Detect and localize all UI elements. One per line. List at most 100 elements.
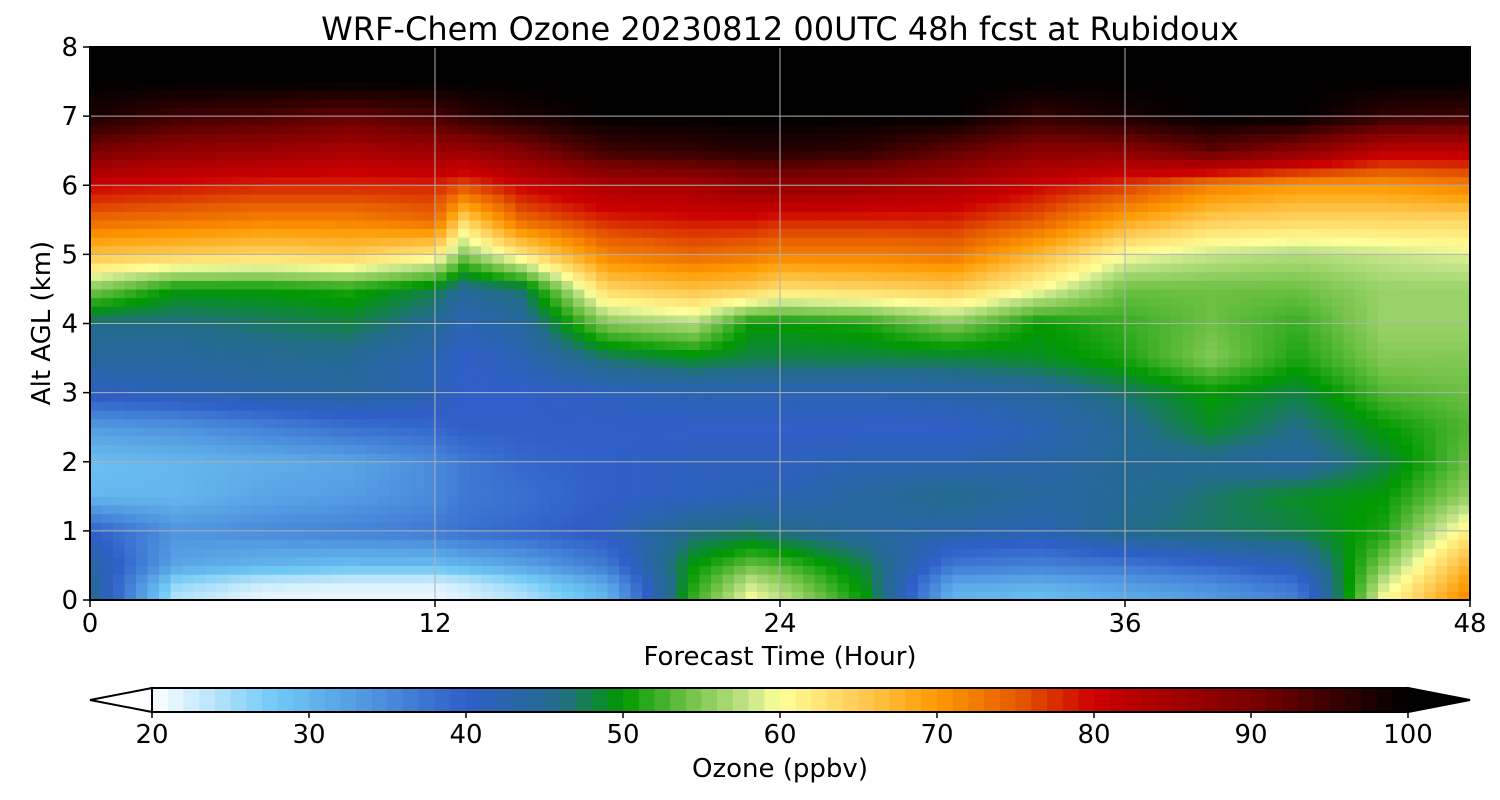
- heatmap-cell: [527, 358, 540, 368]
- heatmap-cell: [504, 582, 517, 592]
- heatmap-cell: [964, 271, 977, 281]
- heatmap-cell: [998, 383, 1011, 394]
- heatmap-cell: [665, 548, 678, 558]
- heatmap-cell: [630, 237, 643, 247]
- heatmap-cell: [1424, 504, 1437, 515]
- heatmap-cell: [642, 409, 655, 420]
- heatmap-cell: [1297, 461, 1310, 471]
- heatmap-cell: [1435, 496, 1448, 506]
- heatmap-cell: [320, 409, 333, 420]
- heatmap-cell: [262, 556, 275, 567]
- heatmap-cell: [1297, 574, 1310, 584]
- heatmap-cell: [1125, 591, 1138, 601]
- heatmap-cell: [1010, 323, 1023, 333]
- heatmap-cell: [504, 349, 517, 359]
- heatmap-cell: [1320, 349, 1333, 359]
- heatmap-cell: [308, 504, 321, 515]
- heatmap-cell: [1343, 574, 1356, 584]
- heatmap-cell: [1194, 487, 1207, 497]
- heatmap-cell: [1274, 591, 1287, 601]
- heatmap-cell: [941, 271, 954, 281]
- heatmap-cell: [239, 314, 252, 325]
- heatmap-cell: [239, 427, 252, 437]
- heatmap-cell: [757, 254, 770, 264]
- heatmap-cell: [826, 280, 839, 290]
- heatmap-cell: [423, 254, 436, 264]
- heatmap-cell: [918, 340, 931, 351]
- heatmap-cell: [699, 513, 712, 523]
- heatmap-cell: [170, 444, 183, 454]
- heatmap-cell: [262, 548, 275, 558]
- heatmap-cell: [538, 479, 551, 489]
- heatmap-cell: [550, 444, 563, 454]
- heatmap-cell: [1424, 340, 1437, 351]
- heatmap-cell: [1171, 314, 1184, 325]
- heatmap-cell: [308, 582, 321, 592]
- heatmap-cell: [124, 435, 137, 446]
- heatmap-cell: [918, 375, 931, 385]
- heatmap-cell: [1251, 522, 1264, 532]
- heatmap-cell: [584, 237, 597, 247]
- heatmap-cell: [1251, 513, 1264, 523]
- heatmap-cell: [216, 306, 229, 316]
- heatmap-cell: [90, 487, 103, 497]
- heatmap-cell: [400, 366, 413, 376]
- heatmap-cell: [906, 392, 919, 402]
- heatmap-cell: [1021, 418, 1034, 428]
- heatmap-cell: [136, 409, 149, 420]
- heatmap-cell: [1148, 539, 1161, 549]
- heatmap-cell: [1021, 470, 1034, 480]
- heatmap-cell: [1148, 392, 1161, 402]
- heatmap-cell: [1228, 271, 1241, 281]
- heatmap-cells: [90, 47, 1471, 601]
- heatmap-cell: [400, 504, 413, 515]
- heatmap-cell: [481, 358, 494, 368]
- heatmap-cell: [1044, 375, 1057, 385]
- heatmap-cell: [412, 496, 425, 506]
- heatmap-cell: [814, 349, 827, 359]
- heatmap-cell: [446, 409, 459, 420]
- heatmap-cell: [113, 444, 126, 454]
- heatmap-cell: [826, 479, 839, 489]
- heatmap-cell: [435, 470, 448, 480]
- heatmap-cell: [239, 582, 252, 592]
- heatmap-cell: [354, 530, 367, 541]
- heatmap-cell: [136, 548, 149, 558]
- heatmap-cell: [849, 401, 862, 411]
- heatmap-cell: [423, 375, 436, 385]
- heatmap-cell: [584, 591, 597, 601]
- heatmap-cell: [205, 349, 218, 359]
- heatmap-cell: [320, 496, 333, 506]
- heatmap-cell: [1113, 513, 1126, 523]
- heatmap-cell: [1194, 323, 1207, 333]
- heatmap-cell: [205, 479, 218, 489]
- heatmap-cell: [1297, 453, 1310, 463]
- heatmap-cell: [1309, 444, 1322, 454]
- heatmap-cell: [883, 358, 896, 368]
- heatmap-cell: [1102, 427, 1115, 437]
- heatmap-cell: [883, 280, 896, 290]
- heatmap-cell: [423, 392, 436, 402]
- heatmap-cell: [1389, 496, 1402, 506]
- heatmap-cell: [331, 435, 344, 446]
- heatmap-cell: [952, 418, 965, 428]
- heatmap-cell: [1136, 323, 1149, 333]
- heatmap-cell: [320, 574, 333, 584]
- heatmap-cell: [343, 418, 356, 428]
- heatmap-cell: [952, 332, 965, 342]
- heatmap-cell: [1320, 306, 1333, 316]
- heatmap-cell: [791, 582, 804, 592]
- heatmap-cell: [193, 340, 206, 351]
- heatmap-cell: [964, 263, 977, 273]
- heatmap-cell: [872, 254, 885, 264]
- heatmap-cell: [423, 539, 436, 549]
- heatmap-cell: [90, 254, 103, 264]
- heatmap-cell: [170, 504, 183, 515]
- heatmap-cell: [722, 245, 735, 255]
- heatmap-cell: [987, 375, 1000, 385]
- heatmap-cell: [883, 522, 896, 532]
- heatmap-cell: [630, 340, 643, 351]
- heatmap-cell: [768, 280, 781, 290]
- heatmap-cell: [1010, 297, 1023, 307]
- heatmap-cell: [1366, 332, 1379, 342]
